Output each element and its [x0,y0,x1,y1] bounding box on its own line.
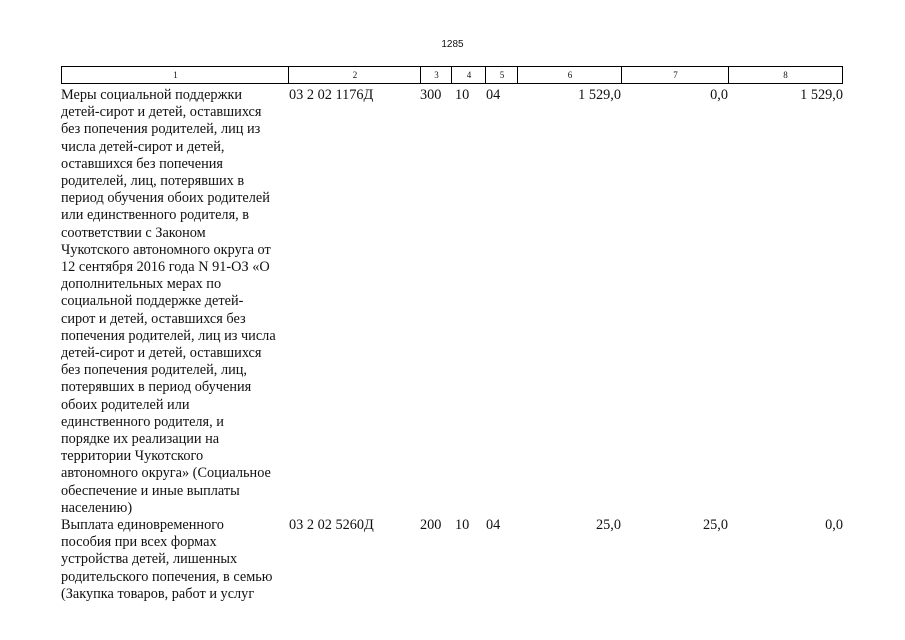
description-line: Выплата единовременного [61,517,224,533]
header-cell: 3 [420,66,452,84]
description-line: пособия при всех формах [61,534,217,551]
header-cell: 8 [728,66,843,84]
description-line: без попечения родителей, лиц, [61,362,247,379]
cell: 04 [486,87,501,103]
description-line: обоих родителей или [61,396,190,413]
description-line: оставшихся без попечения [61,155,223,172]
description-line: (Закупка товаров, работ и услуг [61,585,255,602]
description-line: потерявших в период обучения [61,379,252,396]
description-line: автономного округа» (Социальное [61,465,271,482]
cell: 0,0 [710,87,728,103]
header-cell: 2 [288,66,421,84]
description-line: территории Чукотского [61,448,204,465]
cell: 03 2 02 1176Д [289,87,374,103]
description-line: родительского попечения, в семью [61,568,273,585]
cell: 0,0 [825,517,843,533]
cell: 200 [420,517,442,533]
cell: 1 529,0 [800,87,843,103]
description-line: без попечения родителей, лиц из [61,121,261,138]
description-line: детей-сирот и детей, оставшихся [61,345,262,361]
description-line: устройства детей, лишенных [61,551,238,568]
description-line: порядке их реализации на [61,431,220,447]
cell: 04 [486,517,501,533]
cell: 10 [455,517,470,533]
description-line: обеспечение и иные выплаты [61,482,240,499]
cell: 10 [455,87,470,103]
description-line: сирот и детей, оставшихся без [61,310,246,327]
header-cell: 7 [621,66,729,84]
header-cell: 1 [61,66,289,84]
page-number: 1285 [441,39,464,50]
header-cell: 4 [451,66,486,84]
description-line: дополнительных мерах по [61,276,222,293]
header-cell: 5 [485,66,518,84]
description-line: детей-сирот и детей, оставшихся [61,104,262,121]
description-line: родителей, лиц, потерявших в [61,173,245,189]
description-line: попечения родителей, лиц из числа [61,327,276,344]
cell: 300 [420,87,442,103]
description-line: период обучения обоих родителей [61,190,270,207]
description-line: числа детей-сирот и детей, [61,138,225,155]
description-line: Меры социальной поддержки [61,87,243,103]
description-line: или единственного родителя, в [61,207,250,224]
cell: 03 2 02 5260Д [289,517,374,533]
description-line: социальной поддержке детей- [61,293,244,310]
cell: 1 529,0 [578,87,621,103]
cell: 25,0 [595,517,621,533]
description-line: единственного родителя, и [61,413,224,430]
header-cell: 6 [517,66,622,84]
description-line: Чукотского автономного округа от [61,241,271,258]
description-line: соответствии с Законом [61,224,206,241]
description-line: 12 сентября 2016 года N 91-ОЗ «О [61,259,270,275]
description-line: населению) [61,499,133,516]
cell: 25,0 [702,517,728,533]
